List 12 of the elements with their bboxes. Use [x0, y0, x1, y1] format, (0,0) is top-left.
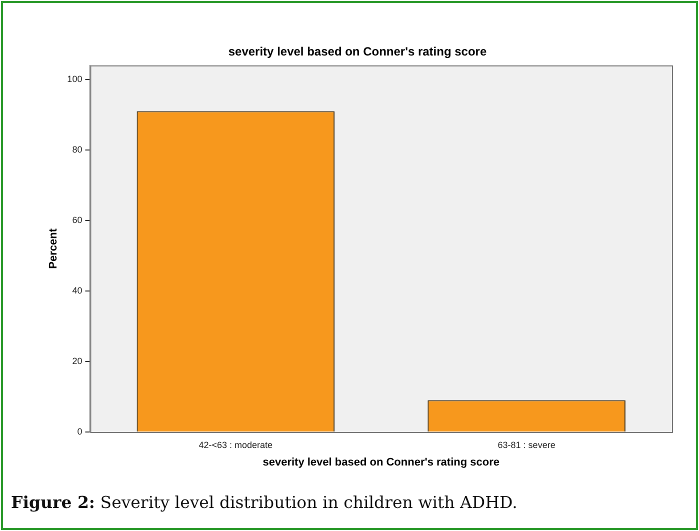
x-tick-label: 42-<63 : moderate: [198, 440, 273, 450]
x-tick-label: 63-81 : severe: [498, 440, 556, 450]
y-tick-label: 100: [67, 74, 82, 84]
y-tick-label: 0: [77, 426, 82, 436]
y-tick-label: 60: [72, 214, 82, 225]
y-tick-label: 20: [72, 356, 82, 366]
y-axis-title: Percent: [48, 228, 60, 269]
caption: Figure 2: Severity level distribution in children with ADHD.: [11, 493, 518, 512]
chart-title: severity level based on Conner's rating score: [228, 44, 487, 59]
y-tick-label: 80: [72, 144, 82, 154]
x-axis-title: severity level based on Conner's rating score: [262, 456, 500, 468]
y-tick-label: 40: [72, 285, 82, 296]
